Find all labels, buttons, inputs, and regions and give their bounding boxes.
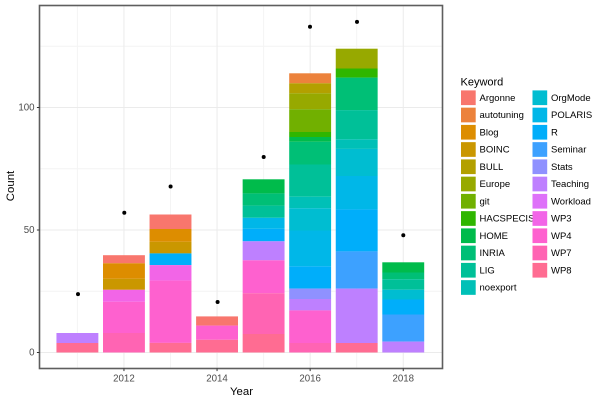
svg-text:WP7: WP7 [551, 248, 572, 259]
svg-text:Europe: Europe [480, 179, 511, 190]
svg-text:R: R [551, 127, 558, 138]
svg-text:Seminar: Seminar [551, 145, 586, 156]
svg-text:noexport: noexport [480, 283, 517, 294]
svg-text:Keyword: Keyword [461, 77, 504, 89]
svg-text:Teaching: Teaching [551, 179, 589, 190]
svg-text:OrgMode: OrgMode [551, 93, 591, 104]
svg-text:autotuning: autotuning [480, 110, 524, 121]
svg-text:2012: 2012 [113, 374, 135, 385]
svg-text:0: 0 [29, 348, 35, 359]
svg-text:Workload: Workload [551, 196, 591, 207]
svg-text:Stats: Stats [551, 162, 573, 173]
svg-text:50: 50 [24, 225, 35, 236]
svg-text:2018: 2018 [392, 374, 414, 385]
svg-text:2016: 2016 [299, 374, 321, 385]
svg-text:HOME: HOME [480, 231, 509, 242]
svg-text:POLARIS: POLARIS [551, 110, 592, 121]
svg-text:2014: 2014 [206, 374, 228, 385]
svg-text:BULL: BULL [480, 162, 504, 173]
svg-text:WP8: WP8 [551, 265, 572, 276]
svg-text:git: git [480, 196, 490, 207]
svg-text:Year: Year [230, 386, 253, 398]
svg-text:WP3: WP3 [551, 214, 572, 225]
svg-text:HACSPECIS: HACSPECIS [480, 214, 535, 225]
svg-text:100: 100 [18, 103, 35, 114]
svg-text:WP4: WP4 [551, 231, 572, 242]
svg-text:LIG: LIG [480, 265, 495, 276]
svg-text:Blog: Blog [480, 127, 499, 138]
svg-text:Argonne: Argonne [480, 93, 516, 104]
svg-text:Count: Count [5, 170, 17, 201]
svg-text:BOINC: BOINC [480, 145, 510, 156]
svg-text:INRIA: INRIA [480, 248, 506, 259]
